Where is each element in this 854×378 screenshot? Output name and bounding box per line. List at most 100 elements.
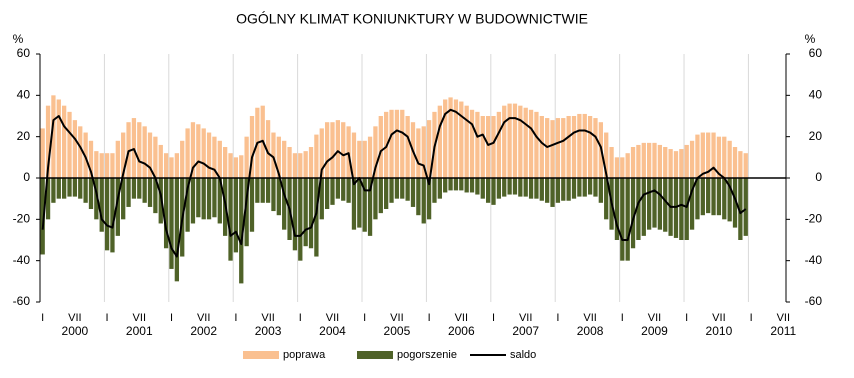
bar <box>598 178 603 203</box>
bar <box>453 178 459 191</box>
bar <box>727 140 732 178</box>
legend-swatch <box>357 351 393 359</box>
bar <box>469 178 475 193</box>
bar <box>738 178 743 240</box>
bar <box>657 144 663 178</box>
y-tick-label: -60 <box>13 294 31 308</box>
bar <box>330 178 335 205</box>
bar <box>437 178 442 199</box>
x-tick-label: I <box>428 312 431 324</box>
x-tick-label: I <box>750 312 753 324</box>
x-tick-label: VII <box>712 312 725 324</box>
bar <box>56 99 61 178</box>
bar <box>550 120 555 178</box>
x-tick-label: I <box>41 312 44 324</box>
y2-unit: % <box>805 32 816 46</box>
y2-tick-label: 60 <box>809 46 823 60</box>
bar <box>652 142 657 178</box>
bar <box>276 178 281 216</box>
bar <box>695 178 700 220</box>
bar <box>636 144 641 178</box>
bar <box>706 178 711 214</box>
y2-tick-label: 40 <box>809 88 823 102</box>
bar <box>51 95 56 178</box>
y2-tick-label: -60 <box>805 294 823 308</box>
y-tick-label: 40 <box>17 88 31 102</box>
bar <box>244 136 249 178</box>
legend-label: poprawa <box>283 349 326 361</box>
x-group-label: 2002 <box>190 324 217 338</box>
bar <box>137 122 142 178</box>
bar <box>308 178 314 249</box>
bar <box>475 178 480 195</box>
bar <box>609 147 614 178</box>
legend-swatch <box>243 351 279 359</box>
bar <box>303 178 308 247</box>
legend-label: pogorszenie <box>397 349 457 361</box>
bar <box>545 178 550 203</box>
bar <box>88 178 94 209</box>
bar <box>287 147 292 178</box>
bar <box>292 178 298 251</box>
bar <box>271 132 276 178</box>
bar <box>196 124 201 178</box>
bar <box>625 178 630 261</box>
bar <box>604 178 609 220</box>
bar <box>464 105 469 178</box>
x-tick-label: VII <box>197 312 210 324</box>
bar <box>561 178 566 201</box>
bar <box>88 140 94 178</box>
bar <box>292 153 298 178</box>
bar <box>480 116 485 178</box>
bar <box>67 178 72 197</box>
bar <box>663 147 668 178</box>
bar <box>625 153 630 178</box>
bar <box>104 153 110 178</box>
y2-tick-label: -20 <box>805 212 823 226</box>
bar <box>475 111 480 178</box>
bar <box>614 178 620 240</box>
bar <box>180 140 185 178</box>
bar <box>212 178 217 218</box>
bar <box>689 140 695 178</box>
bar <box>689 178 695 230</box>
bar <box>121 132 126 178</box>
bar <box>646 142 652 178</box>
bar <box>104 178 110 251</box>
bar <box>94 151 99 178</box>
bar <box>416 178 421 216</box>
bar <box>727 178 732 222</box>
x-tick-label: I <box>363 312 366 324</box>
bar <box>700 178 705 216</box>
bar <box>78 178 83 199</box>
bar <box>507 103 512 178</box>
y-tick-label: -20 <box>13 212 31 226</box>
bar <box>158 144 163 178</box>
bar <box>217 178 222 224</box>
bar <box>480 178 485 199</box>
bar <box>249 116 255 178</box>
bar <box>228 153 233 178</box>
bar <box>319 178 324 220</box>
bar <box>732 147 738 178</box>
bar <box>448 97 453 178</box>
x-group-label: 2011 <box>770 324 796 338</box>
bar <box>614 157 620 178</box>
bar <box>620 178 625 261</box>
bar <box>641 178 646 236</box>
bar <box>421 178 426 224</box>
bar <box>502 178 507 197</box>
bar <box>147 132 153 178</box>
bar <box>94 178 99 220</box>
y-tick-label: 60 <box>17 46 31 60</box>
bar <box>115 178 120 236</box>
bar <box>571 178 577 199</box>
bar <box>512 178 518 195</box>
x-tick-label: I <box>556 312 559 324</box>
bar <box>341 122 346 178</box>
bar <box>577 178 582 197</box>
bar <box>40 128 45 178</box>
bar <box>491 116 496 178</box>
bar <box>416 128 421 178</box>
